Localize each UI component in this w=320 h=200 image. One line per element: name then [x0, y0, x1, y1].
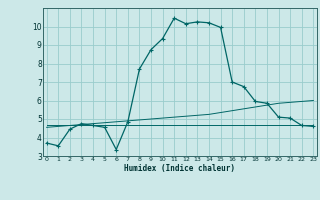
X-axis label: Humidex (Indice chaleur): Humidex (Indice chaleur) — [124, 164, 236, 173]
